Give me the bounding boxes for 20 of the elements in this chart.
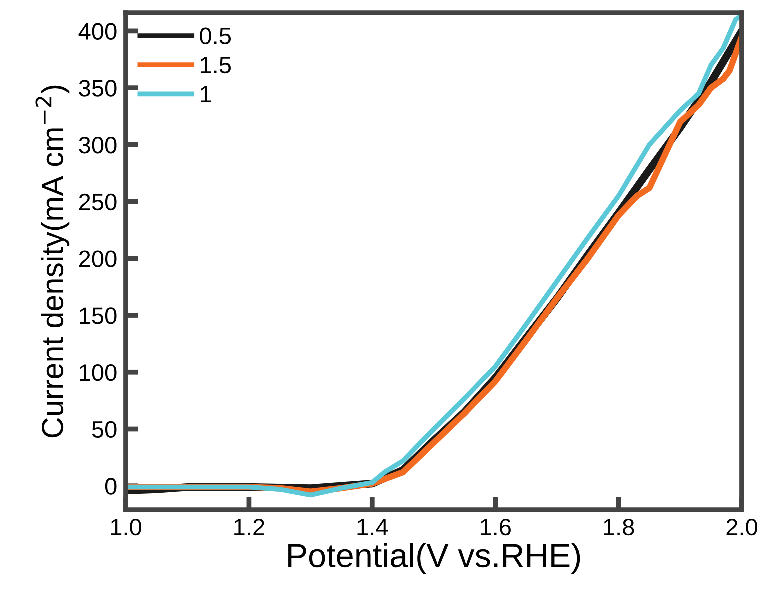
y-tick-label: 50 (92, 421, 117, 438)
y-tick-label: 400 (78, 23, 117, 40)
legend-label: 0.5 (200, 28, 232, 45)
x-tick-label: 1.0 (111, 518, 142, 536)
x-tick-label: 2.0 (726, 518, 758, 536)
x-tick-label: 1.4 (358, 519, 388, 536)
x-tick-label: 1.6 (480, 518, 511, 536)
y-tick-label: 200 (79, 250, 117, 268)
y-tick-label: 300 (79, 136, 117, 154)
x-tick-label: 1.2 (234, 518, 264, 536)
x-axis-title: Potential(V vs.RHE) (288, 543, 580, 574)
y-tick-label: 150 (80, 308, 117, 324)
legend-label: 1 (200, 86, 212, 102)
y-axis-title: Current density(mA cm$^{−2}$) (36, 86, 70, 438)
x-tick-label: 1.8 (604, 518, 634, 536)
y-tick-label: 350 (79, 80, 117, 97)
y-tick-label: 100 (80, 364, 117, 382)
y-tick-label: 250 (79, 194, 117, 211)
y-tick-label: 0 (105, 478, 117, 495)
legend-label: 1.5 (200, 57, 232, 74)
